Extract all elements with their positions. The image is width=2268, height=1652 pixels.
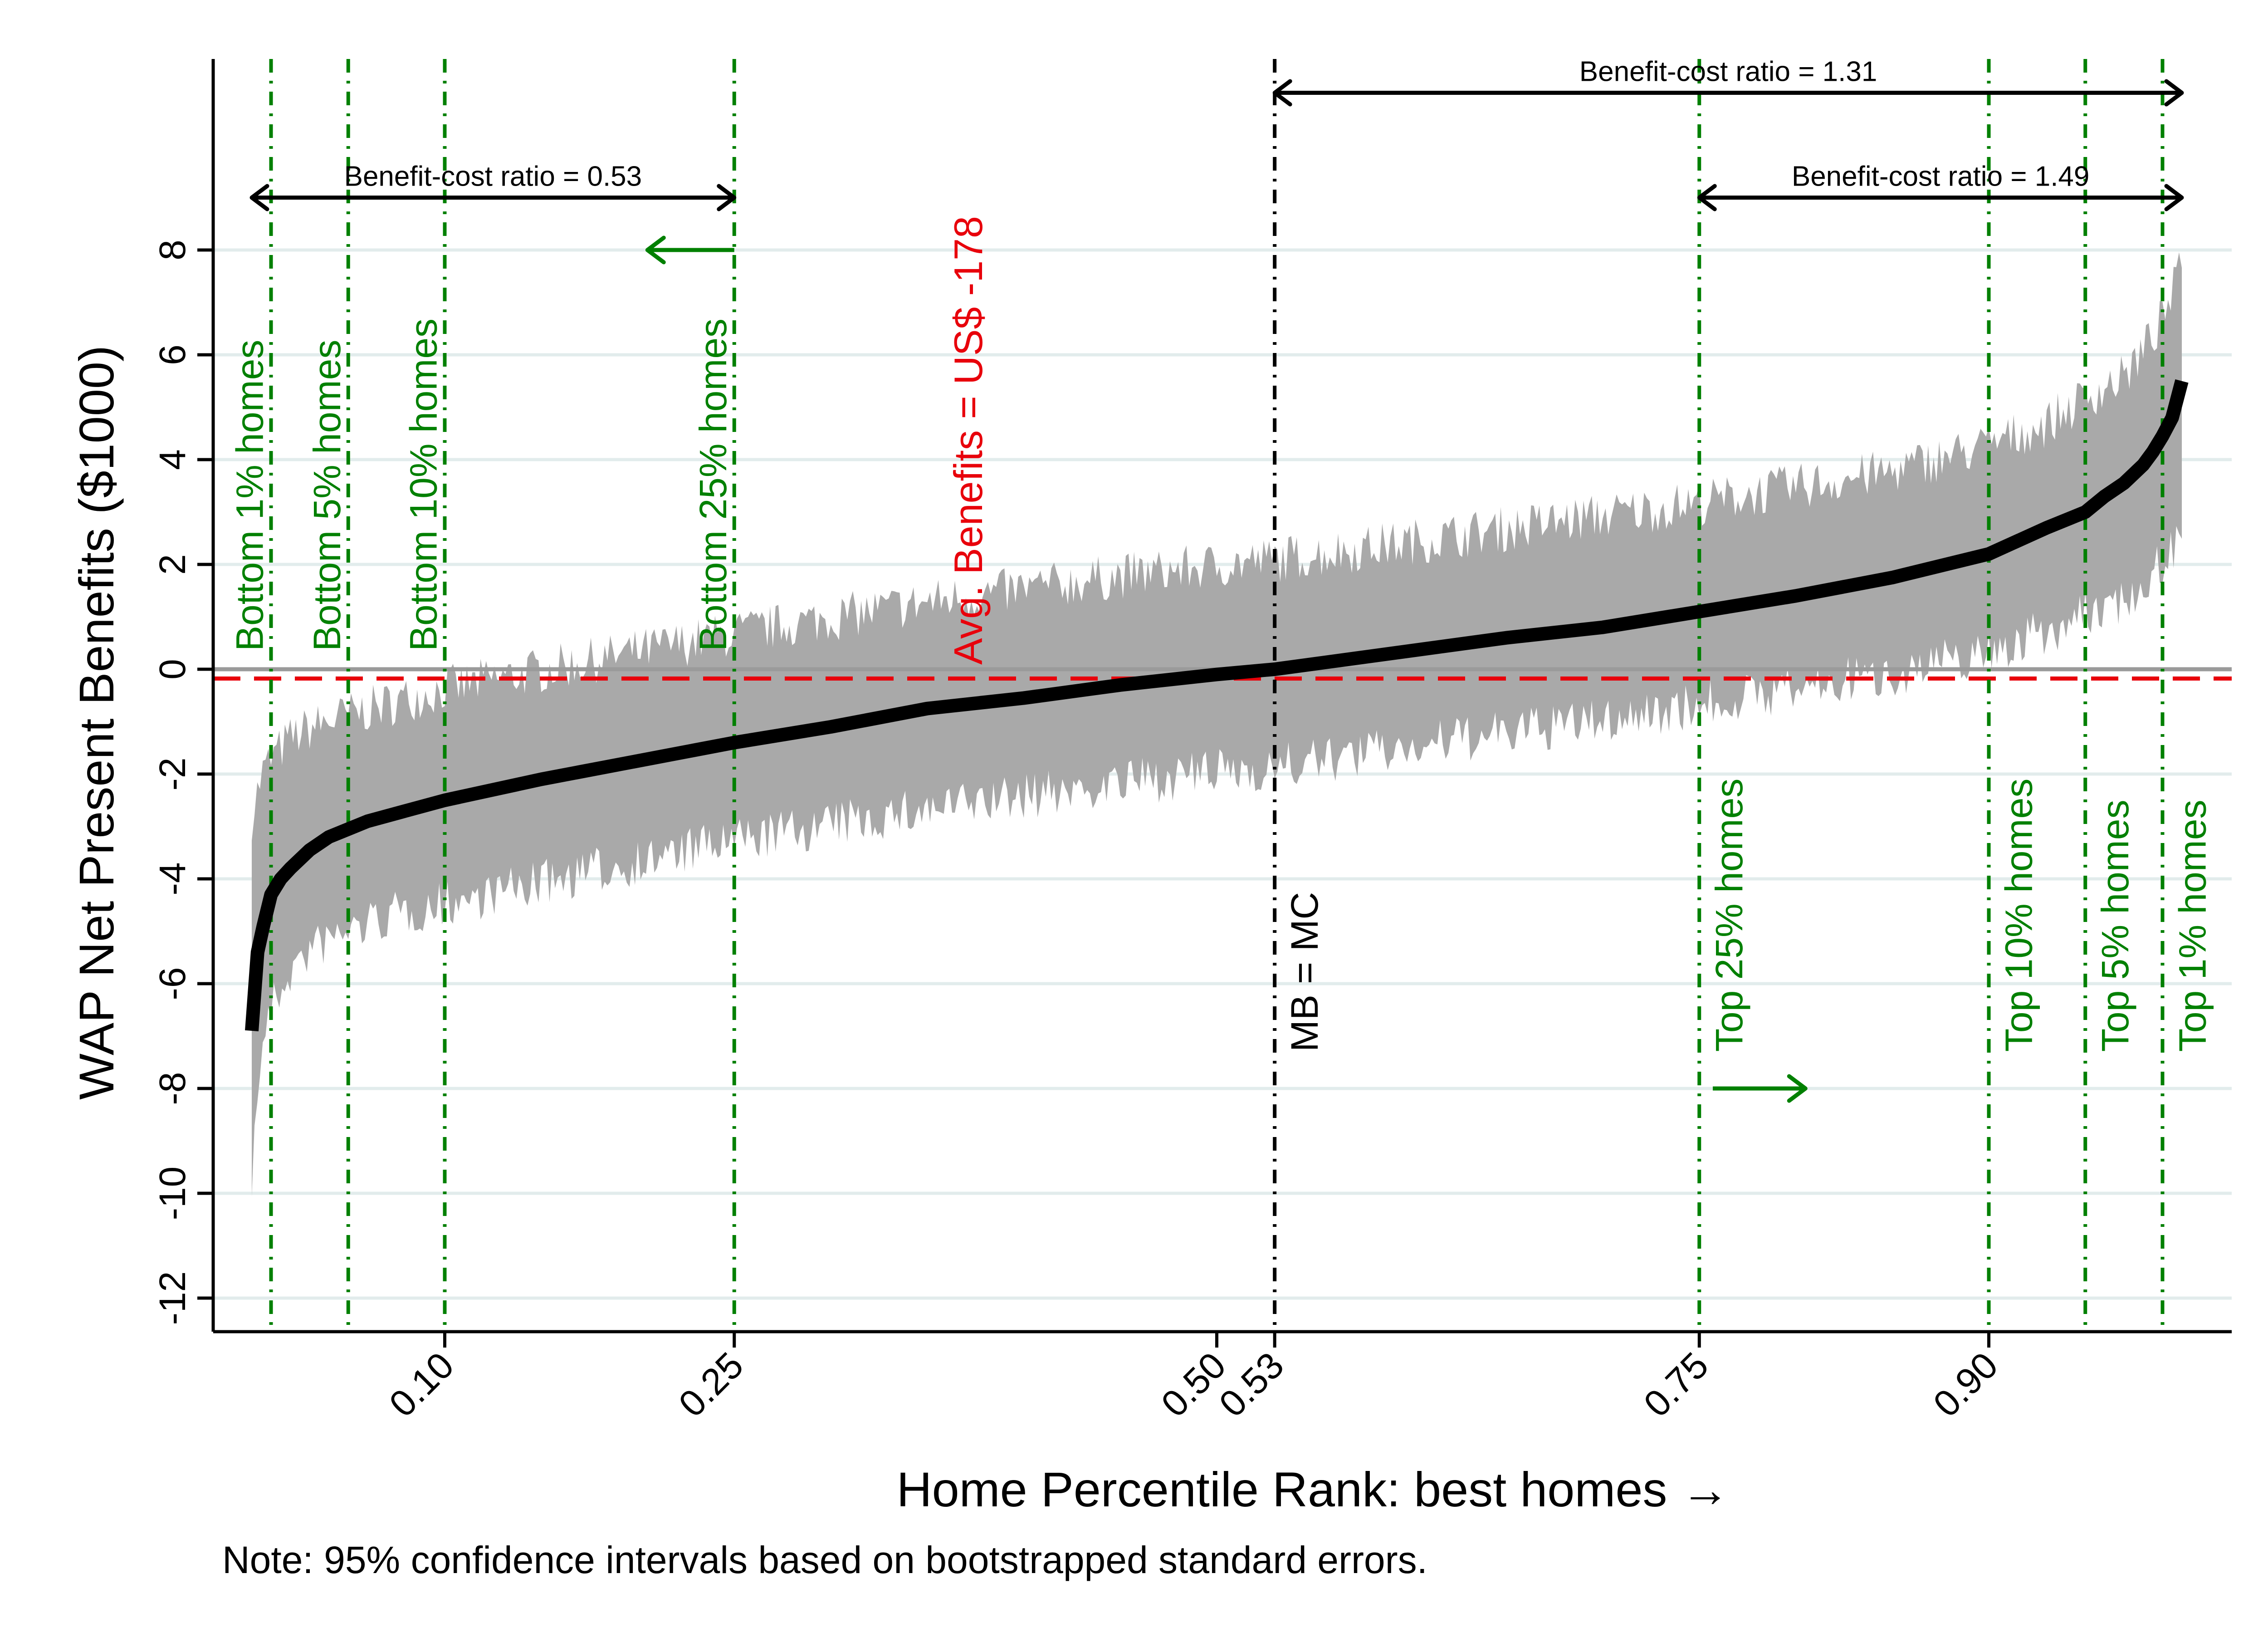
y-axis-title: WAP Net Present Benefits ($1000) (69, 345, 124, 1100)
vline-label: Bottom 25% homes (692, 319, 734, 651)
vline-label: MB = MC (1283, 892, 1326, 1052)
x-tick-label: 0.75 (1636, 1344, 1716, 1425)
y-tick-label: 0 (152, 659, 193, 680)
y-tick-label: -4 (152, 863, 193, 896)
y-tick-label: 8 (152, 240, 193, 260)
x-tick-label: 0.90 (1926, 1344, 2006, 1425)
avg-benefits-label: Avg. Benefits = US$ -178 (946, 216, 991, 665)
vline-label: Top 25% homes (1708, 779, 1750, 1052)
ratio-label: Benefit-cost ratio = 1.49 (1792, 161, 2090, 192)
ci-band-area (252, 252, 2182, 1196)
y-tick-label: -6 (152, 967, 193, 1000)
chart-note: Note: 95% confidence intervals based on … (222, 1539, 1427, 1581)
y-tick-label: -2 (152, 758, 193, 791)
ratio-label: Benefit-cost ratio = 0.53 (344, 161, 642, 192)
vline-label: Bottom 5% homes (306, 340, 348, 651)
net-benefit-line (245, 379, 2189, 1032)
ratio-arrow-head (2164, 184, 2184, 211)
net-benefit-curve (245, 379, 2189, 1032)
x-tick-label: 0.25 (671, 1344, 751, 1425)
vline-label: Top 1% homes (2171, 800, 2214, 1052)
confidence-band (252, 252, 2182, 1196)
direction-arrow-head (1787, 1074, 1808, 1103)
ratio-arrow-head (2164, 79, 2184, 107)
vline-label: Bottom 1% homes (229, 340, 271, 651)
ratio-arrow-head (1272, 79, 1292, 107)
direction-arrow-head (645, 235, 666, 265)
y-tick-label: -8 (152, 1072, 193, 1105)
vline-label: Top 10% homes (1998, 779, 2040, 1052)
y-tick-label: 6 (152, 344, 193, 365)
annotations: Bottom 1% homes Bottom 5% homes Bottom 10%… (229, 216, 2214, 1052)
ratio-arrow-head (1697, 184, 1717, 211)
y-tick-label: 4 (152, 449, 193, 470)
ratio-arrow-head (717, 184, 737, 211)
x-tick-label: 0.10 (381, 1344, 462, 1425)
y-tick-label: -12 (152, 1271, 193, 1325)
ratio-label: Benefit-cost ratio = 1.31 (1579, 56, 1877, 88)
x-tick-label: 0.53 (1212, 1344, 1292, 1425)
y-tick-label: 2 (152, 554, 193, 575)
vline-label: Top 5% homes (2094, 800, 2136, 1052)
vline-label: Bottom 10% homes (402, 319, 445, 651)
ratio-arrows: Benefit-cost ratio = 0.53 Benefit-cost ra… (249, 56, 2184, 1103)
ratio-arrow-head (249, 184, 269, 211)
x-axis-title: Home Percentile Rank: best homes → (897, 1462, 1730, 1517)
y-tick-label: -10 (152, 1167, 193, 1221)
